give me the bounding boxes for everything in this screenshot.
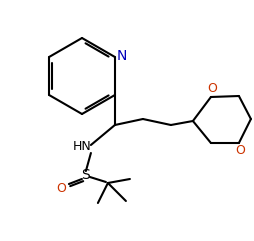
Text: S: S (82, 168, 90, 182)
Text: O: O (56, 181, 66, 194)
Text: N: N (117, 49, 127, 63)
Text: HN: HN (73, 140, 91, 153)
Text: O: O (207, 82, 217, 95)
Text: O: O (235, 145, 245, 158)
